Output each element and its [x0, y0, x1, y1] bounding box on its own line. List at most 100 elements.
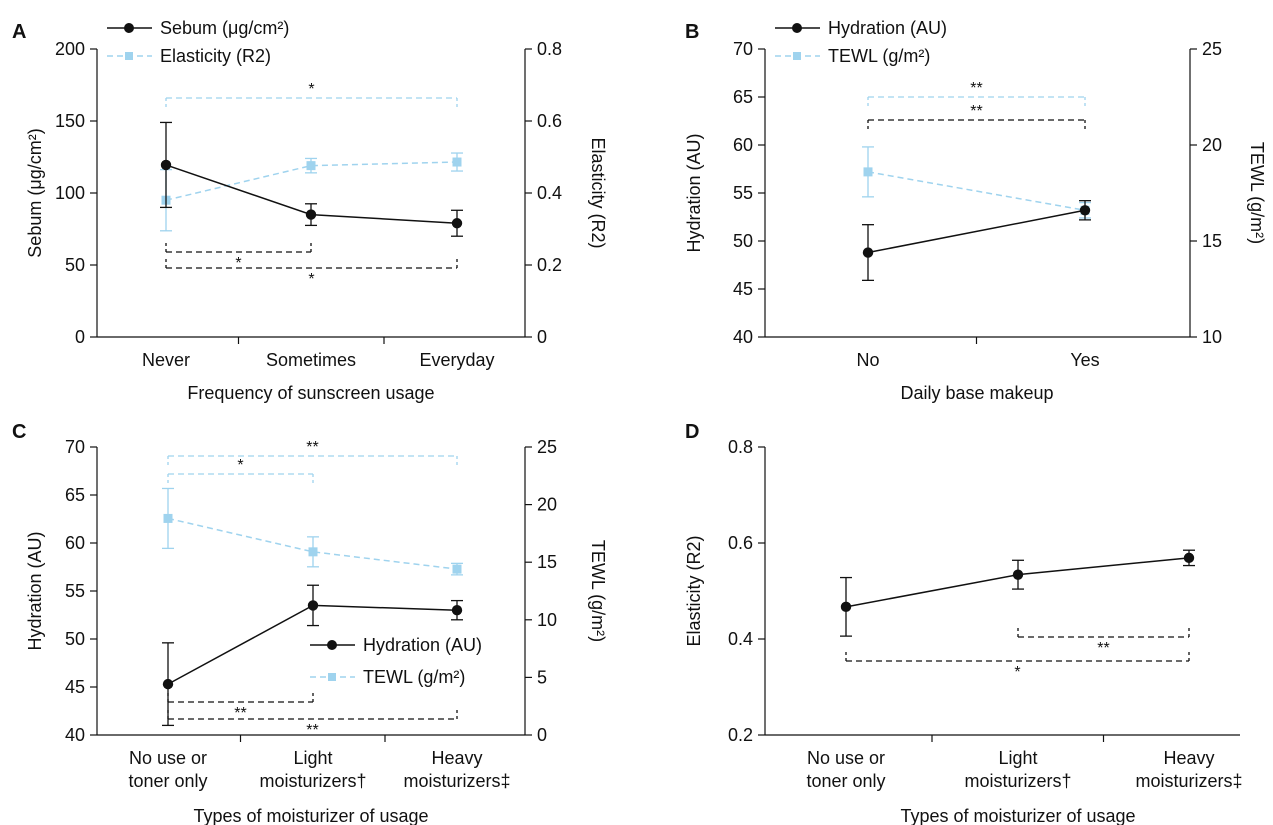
y-tick-left-label: 70 — [65, 437, 85, 457]
ticks-c-right: 0 5 10 15 20 25 — [525, 437, 557, 745]
x-tick-label-line1: Heavy — [1163, 748, 1214, 768]
x-label-d: Types of moisturizer of usage — [900, 806, 1135, 825]
panel-b: B Hydration (AU) TEWL (g/m²) 40 45 50 55 60 6… — [684, 18, 1267, 403]
y-tick-right-label: 0 — [537, 725, 547, 745]
ticks-b-x: No Yes — [856, 337, 1100, 370]
series-b-hydration — [862, 200, 1091, 282]
data-point — [308, 547, 318, 557]
legend-a-label-primary: Sebum (μg/cm²) — [160, 18, 289, 38]
panel-letter-c: C — [12, 421, 26, 443]
data-point — [1183, 552, 1195, 564]
series-line — [867, 171, 1086, 212]
x-tick-label-line1: Light — [998, 748, 1037, 768]
ticks-c-x: No use or toner only Light moisturizers† Hea… — [128, 735, 511, 791]
x-tick-label-line1: Heavy — [431, 748, 482, 768]
x-tick-label-line1: No use or — [807, 748, 885, 768]
series-c-tewl — [162, 487, 463, 576]
legend-c: Hydration (AU) TEWL (g/m²) — [310, 635, 482, 687]
data-point — [452, 564, 462, 574]
y-tick-left-label: 0 — [75, 327, 85, 347]
y-tick-left-label: 60 — [733, 135, 753, 155]
y-tick-right-label: 25 — [537, 437, 557, 457]
series-line — [867, 209, 1086, 254]
y-label-b-right: TEWL (g/m²) — [1247, 142, 1267, 244]
y-label-a-right: Elasticity (R2) — [588, 137, 608, 248]
ticks-d-left: 0.2 0.4 0.6 0.8 — [728, 437, 765, 745]
y-tick-left-label: 50 — [733, 231, 753, 251]
x-tick-label-line1: No use or — [129, 748, 207, 768]
significance-label: ** — [1097, 640, 1109, 657]
y-tick-left-label: 100 — [55, 183, 85, 203]
ticks-c-left: 40 45 50 55 60 65 70 — [65, 437, 97, 745]
data-point — [1079, 205, 1091, 216]
ticks-b-right: 10 15 20 25 — [1190, 39, 1222, 347]
y-label-b-left: Hydration (AU) — [684, 133, 704, 252]
y-tick-left-label: 40 — [733, 327, 753, 347]
series-a-sebum — [160, 121, 463, 237]
y-tick-right-label: 15 — [537, 552, 557, 572]
series-line — [167, 517, 458, 570]
significance-label: * — [308, 81, 314, 98]
panel-letter-d: D — [685, 421, 699, 443]
x-label-a: Frequency of sunscreen usage — [187, 383, 434, 403]
y-tick-left-label: 55 — [733, 183, 753, 203]
y-tick-left-label: 150 — [55, 111, 85, 131]
data-point — [1012, 569, 1024, 580]
ticks-a-right: 0 0.2 0.4 0.6 0.8 — [525, 39, 562, 347]
x-label-b: Daily base makeup — [900, 383, 1053, 403]
data-point — [840, 601, 852, 613]
legend-a-marker-primary — [124, 23, 134, 33]
data-point — [862, 247, 874, 258]
significance-label: ** — [306, 439, 318, 456]
x-tick-label: No — [856, 350, 879, 370]
y-tick-left-label: 65 — [733, 87, 753, 107]
ticks-b-left: 40 45 50 55 60 65 70 — [733, 39, 765, 347]
data-point — [452, 157, 462, 167]
y-tick-right-label: 0.2 — [537, 255, 562, 275]
data-point — [305, 209, 317, 220]
y-tick-right-label: 0.6 — [537, 111, 562, 131]
significance-label: * — [237, 457, 243, 474]
significance-c: ******* — [167, 439, 458, 739]
y-tick-left-label: 0.2 — [728, 725, 753, 745]
x-tick-label-line2: toner only — [806, 771, 885, 791]
panel-c: C 40 45 50 55 60 65 70 0 5 10 15 20 25 No use or ton… — [12, 421, 608, 825]
legend-b-label-secondary: TEWL (g/m²) — [828, 46, 930, 66]
y-tick-left-label: 55 — [65, 581, 85, 601]
significance-label: * — [235, 255, 241, 272]
y-label-d-left: Elasticity (R2) — [684, 535, 704, 646]
panel-d: D 0.2 0.4 0.6 0.8 No use or toner only Light m… — [684, 421, 1243, 825]
x-tick-label: Sometimes — [266, 350, 356, 370]
ticks-d-x: No use or toner only Light moisturizers† Hea… — [806, 735, 1243, 791]
y-tick-right-label: 20 — [537, 495, 557, 515]
legend-b-label-primary: Hydration (AU) — [828, 18, 947, 38]
significance-label: ** — [970, 103, 982, 120]
y-tick-left-label: 65 — [65, 485, 85, 505]
y-tick-right-label: 25 — [1202, 39, 1222, 59]
data-point — [451, 218, 463, 229]
significance-b: ** ** — [867, 80, 1086, 129]
legend-a: Sebum (μg/cm²) Elasticity (R2) — [107, 18, 289, 66]
ticks-a-left: 0 50 100 150 200 — [55, 39, 97, 347]
y-tick-right-label: 10 — [537, 610, 557, 630]
y-tick-left-label: 45 — [733, 279, 753, 299]
x-label-c: Types of moisturizer of usage — [193, 806, 428, 825]
y-tick-right-label: 5 — [537, 667, 547, 687]
y-tick-right-label: 20 — [1202, 135, 1222, 155]
x-tick-label-line2: moisturizers† — [964, 771, 1071, 791]
panel-letter-b: B — [685, 21, 699, 43]
significance-label: ** — [306, 722, 318, 739]
legend-c-marker-primary — [327, 640, 337, 650]
x-tick-label-line2: moisturizers‡ — [403, 771, 510, 791]
significance-a: * * * — [165, 81, 458, 288]
data-point — [160, 159, 172, 171]
data-point — [863, 167, 873, 177]
y-tick-left-label: 50 — [65, 629, 85, 649]
series-c-hydration — [162, 584, 463, 727]
data-point — [163, 513, 173, 523]
y-tick-left-label: 40 — [65, 725, 85, 745]
y-tick-left-label: 60 — [65, 533, 85, 553]
significance-label: * — [1014, 664, 1020, 681]
significance-label: * — [308, 271, 314, 288]
legend-b: Hydration (AU) TEWL (g/m²) — [775, 18, 947, 66]
